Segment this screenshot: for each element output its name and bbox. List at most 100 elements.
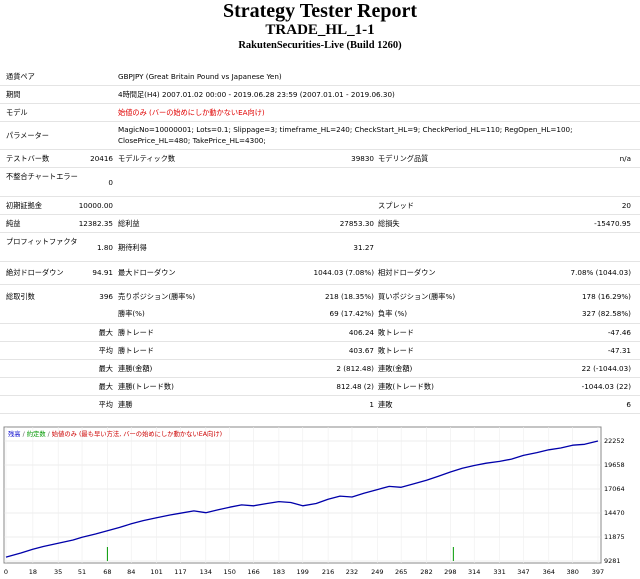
cons-wins-money-label: 連勝(金額) xyxy=(118,364,153,373)
profit-factor-label: プロフィットファクタ xyxy=(6,237,78,246)
rel-drawdown-value: 7.08% (1044.03) xyxy=(570,268,631,277)
avg-loss-label: 敗トレード xyxy=(378,346,414,355)
y-tick-label: 17064 xyxy=(604,485,625,493)
x-tick-label: 35 xyxy=(54,568,62,576)
legend-entry: 残高 xyxy=(8,429,23,438)
spread-label: スプレッド xyxy=(378,201,414,210)
cons-loss-label: 連敗(トレード数) xyxy=(378,382,434,391)
x-tick-label: 249 xyxy=(371,568,383,576)
row-cons-count: 最大 連勝(トレード数) 812.48 (2) 連敗(トレード数) -1044.… xyxy=(0,378,640,396)
ea-name: TRADE_HL_1-1 xyxy=(265,22,375,38)
gross-profit-label: 総利益 xyxy=(118,219,140,228)
trades-value: 396 xyxy=(99,292,113,301)
y-tick-label: 22252 xyxy=(604,437,625,445)
abs-drawdown-value: 94.91 xyxy=(92,268,113,277)
legend-entry: / xyxy=(48,431,52,438)
row-deposit: 初期証拠金 10000.00 スプレッド 20 xyxy=(0,197,640,215)
volume-marks xyxy=(106,547,454,561)
period-label: 期間 xyxy=(6,90,21,99)
row-largest: 最大 勝トレード 406.24 敗トレード -47.46 xyxy=(0,324,640,342)
x-tick-label: 0 xyxy=(4,568,8,576)
x-tick-label: 314 xyxy=(468,568,480,576)
cons-profit-label: 連勝(トレード数) xyxy=(118,382,174,391)
x-tick-label: 166 xyxy=(247,568,259,576)
row-average: 平均 勝トレード 403.67 敗トレード -47.31 xyxy=(0,342,640,360)
max-drawdown-value: 1044.03 (7.08%) xyxy=(313,268,374,277)
largest-win-label: 勝トレード xyxy=(118,328,154,337)
gross-profit-value: 27853.30 xyxy=(339,219,374,228)
x-tick-label: 380 xyxy=(566,568,578,576)
avg-cons-prefix: 平均 xyxy=(98,400,113,409)
row-period: 期間 4時間足(H4) 2007.01.02 00:00 - 2019.06.2… xyxy=(0,86,640,104)
symbol-label: 通貨ペア xyxy=(6,72,35,81)
x-tick-label: 397 xyxy=(592,568,604,576)
x-tick-label: 282 xyxy=(420,568,432,576)
row-model: モデル 始値のみ (バーの始めにしか動かないEA向け) xyxy=(0,104,640,122)
cons-count-prefix: 最大 xyxy=(98,382,113,391)
params-label: パラメーター xyxy=(6,131,49,140)
avg-win-value: 403.67 xyxy=(348,346,374,355)
x-tick-label: 183 xyxy=(273,568,285,576)
trades-label: 総取引数 xyxy=(6,292,35,301)
chart-legend: 残高 / 約定数 / 始値のみ (最も早い方法, バーの始めにしか動かないEA向… xyxy=(8,429,222,438)
x-tick-label: 117 xyxy=(174,568,186,576)
legend-entry: / xyxy=(23,431,27,438)
ticks-label: モデルティック数 xyxy=(118,154,176,163)
x-tick-label: 101 xyxy=(150,568,162,576)
long-positions-label: 買いポジション(勝率%) xyxy=(378,292,456,301)
gross-loss-value: -15470.95 xyxy=(594,219,631,228)
params-line-2: ClosePrice_HL=480; TakePrice_HL=4300; xyxy=(118,136,266,145)
row-profit-factor: プロフィットファクタ 1.80 期待利得 31.27 xyxy=(0,233,640,262)
short-positions-label: 売りポジション(勝率%) xyxy=(118,292,196,301)
row-symbol: 通貨ペア GBPJPY (Great Britain Pound vs Japa… xyxy=(0,68,640,86)
max-drawdown-label: 最大ドローダウン xyxy=(118,268,176,277)
x-tick-label: 364 xyxy=(543,568,555,576)
win-pct-value: 69 (17.42%) xyxy=(329,309,374,318)
x-tick-label: 68 xyxy=(103,568,111,576)
params-line-1: MagicNo=10000001; Lots=0.1; Slippage=3; … xyxy=(118,125,573,134)
deposit-value: 10000.00 xyxy=(78,201,113,210)
y-tick-label: 14470 xyxy=(604,509,625,517)
x-tick-label: 331 xyxy=(493,568,505,576)
cons-wins-money-value: 2 (812.48) xyxy=(336,364,374,373)
symbol-value: GBPJPY (Great Britain Pound vs Japanese … xyxy=(118,72,282,81)
x-tick-label: 51 xyxy=(78,568,86,576)
row-trades: 総取引数 396 売りポジション(勝率%) 218 (18.35%) 買いポジシ… xyxy=(0,288,640,305)
model-value: 始値のみ (バーの始めにしか動かないEA向け) xyxy=(118,108,265,117)
x-tick-label: 199 xyxy=(297,568,309,576)
bars-value: 20416 xyxy=(90,154,113,163)
row-drawdown: 絶対ドローダウン 94.91 最大ドローダウン 1044.03 (7.08%) … xyxy=(0,262,640,285)
largest-win-value: 406.24 xyxy=(348,328,374,337)
cons-losses-money-value: 22 (-1044.03) xyxy=(581,364,631,373)
largest-prefix: 最大 xyxy=(98,328,113,337)
average-prefix: 平均 xyxy=(98,346,113,355)
balance-line xyxy=(5,440,599,558)
avg-cons-losses-value: 6 xyxy=(626,400,631,409)
row-avg-cons: 平均 連勝 1 連敗 6 xyxy=(0,396,640,414)
model-label: モデル xyxy=(6,108,28,117)
avg-cons-wins-value: 1 xyxy=(369,400,374,409)
mismatch-label: 不整合チャートエラー xyxy=(6,172,78,181)
spread-value: 20 xyxy=(621,201,631,210)
y-tick-label: 11875 xyxy=(604,533,625,541)
report-table: 通貨ペア GBPJPY (Great Britain Pound vs Japa… xyxy=(0,68,640,414)
profit-factor-value: 1.80 xyxy=(96,243,113,252)
x-tick-label: 265 xyxy=(395,568,407,576)
legend-entry: 約定数 xyxy=(27,429,48,438)
chart-grid xyxy=(4,427,601,563)
abs-drawdown-label: 絶対ドローダウン xyxy=(6,268,64,277)
avg-win-label: 勝トレード xyxy=(118,346,154,355)
row-win-pct: 勝率(%) 69 (17.42%) 負率 (%) 327 (82.58%) xyxy=(0,305,640,324)
y-tick-label: 19658 xyxy=(604,461,625,469)
avg-cons-losses-label: 連敗 xyxy=(378,400,393,409)
deposit-label: 初期証拠金 xyxy=(6,201,42,210)
bars-label: テストバー数 xyxy=(6,154,50,163)
x-tick-label: 84 xyxy=(127,568,135,576)
x-tick-label: 232 xyxy=(346,568,358,576)
quality-label: モデリング品質 xyxy=(378,154,429,163)
x-tick-label: 150 xyxy=(223,568,235,576)
cons-profit-value: 812.48 (2) xyxy=(336,382,374,391)
y-tick-label: 9281 xyxy=(604,557,621,565)
rel-drawdown-label: 相対ドローダウン xyxy=(378,268,436,277)
x-tick-labels: 0 18 35 51 68 84 101 117 134 150 166 183 199 216 232 24… xyxy=(4,568,604,576)
